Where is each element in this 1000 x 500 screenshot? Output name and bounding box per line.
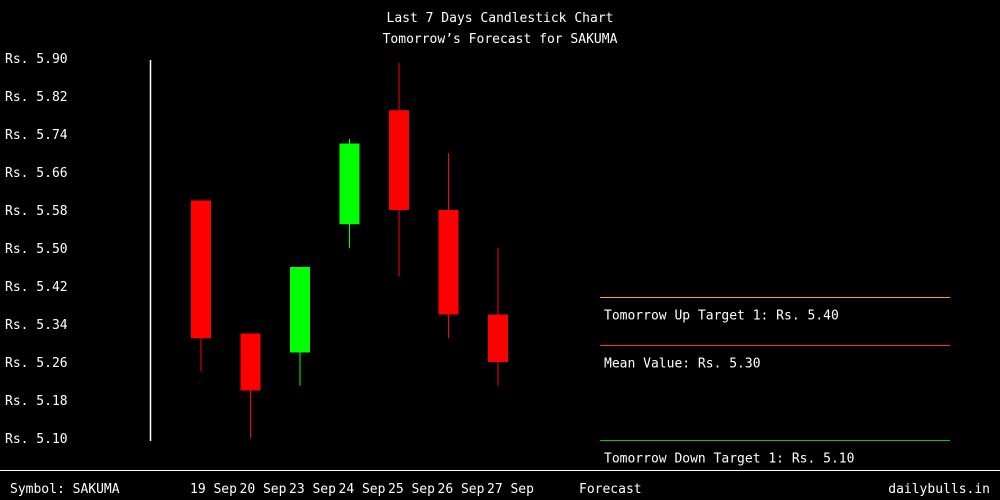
candle-body [240,333,261,391]
candle [240,333,261,438]
candles [191,62,508,438]
site-label: dailybulls.in [888,482,990,497]
chart-title: Last 7 Days Candlestick Chart [387,11,614,26]
symbol-label: Symbol: SAKUMA [10,482,120,497]
candle [438,153,459,339]
forecast-axis-label: Forecast [579,482,642,497]
y-tick-label: Rs. 5.58 [5,204,68,219]
y-tick-label: Rs. 5.66 [5,166,68,181]
y-tick-label: Rs. 5.82 [5,90,68,105]
candle-body [290,267,310,353]
candle [339,138,360,248]
y-tick-label: Rs. 5.42 [5,280,68,295]
x-tick-label: 25 Sep [388,482,435,497]
y-tick-label: Rs. 5.90 [5,52,68,67]
candle-body [339,143,360,225]
x-tick-label: 20 Sep [240,482,287,497]
candle [290,267,310,386]
forecast-panel: Tomorrow Up Target 1: Rs. 5.40 Mean Value… [600,297,950,467]
y-tick-label: Rs. 5.74 [5,128,68,143]
candle [191,200,211,372]
candle-body [191,200,211,339]
candle [488,248,508,386]
y-tick-label: Rs. 5.26 [5,356,68,371]
y-tick-label: Rs. 5.18 [5,394,68,409]
x-tick-label: 19 Sep [190,482,237,497]
x-tick-label: 23 Sep [289,482,336,497]
down-target-label: Tomorrow Down Target 1: Rs. 5.10 [604,452,854,467]
x-tick-label: 24 Sep [339,482,386,497]
y-tick-label: Rs. 5.10 [5,432,68,447]
x-axis-tick-labels: 19 Sep 20 Sep 23 Sep 24 Sep 25 Sep 26 Sep 27 S… [190,482,534,497]
y-tick-label: Rs. 5.34 [5,318,68,333]
candle [389,62,409,277]
y-axis-tick-labels: Rs. 5.90 Rs. 5.82 Rs. 5.74 Rs. 5.66 Rs. 5.58… [5,52,68,447]
candle-body [389,110,409,210]
up-target-label: Tomorrow Up Target 1: Rs. 5.40 [604,309,839,324]
candle-body [438,210,459,315]
y-tick-label: Rs. 5.50 [5,242,68,257]
candle-body [488,314,508,362]
x-tick-label: 26 Sep [438,482,485,497]
chart-subtitle: Tomorrow’s Forecast for SAKUMA [383,32,618,47]
mean-value-label: Mean Value: Rs. 5.30 [604,357,761,372]
x-tick-label: 27 Sep [487,482,534,497]
